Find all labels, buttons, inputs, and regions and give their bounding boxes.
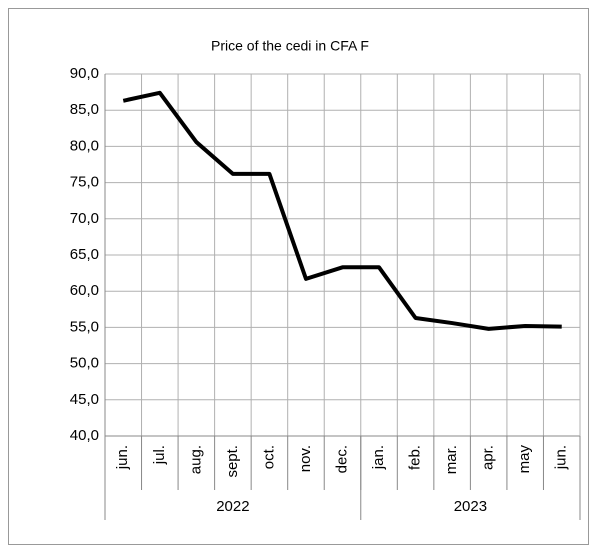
x-tick-label: jan. (370, 445, 387, 470)
x-tick-label: sept. (224, 445, 241, 478)
x-tick-label: dec. (333, 445, 350, 473)
group-label: 2023 (454, 498, 487, 515)
y-tick-label: 40,0 (70, 427, 99, 444)
y-tick-label: 45,0 (70, 391, 99, 408)
y-tick-label: 70,0 (70, 210, 99, 227)
x-tick-label: jun. (553, 445, 570, 470)
x-tick-label: oct. (260, 445, 277, 469)
series-line (122, 90, 562, 331)
chart-title: Price of the cedi in CFA F (211, 38, 369, 54)
y-tick-label: 90,0 (70, 65, 99, 82)
y-tick-label: 65,0 (70, 246, 99, 263)
group-label: 2022 (216, 498, 249, 515)
x-tick-label: nov. (297, 445, 314, 472)
x-tick-label: aug. (187, 445, 204, 474)
y-tick-label: 80,0 (70, 137, 99, 154)
x-tick-label: may (516, 445, 533, 474)
y-tick-label: 55,0 (70, 318, 99, 335)
x-tick-label: jul. (151, 445, 168, 465)
y-tick-label: 85,0 (70, 101, 99, 118)
x-tick-label: jun. (114, 445, 131, 470)
x-tick-label: mar. (443, 445, 460, 474)
y-tick-label: 60,0 (70, 282, 99, 299)
x-tick-label: feb. (407, 445, 424, 470)
y-tick-label: 50,0 (70, 355, 99, 372)
x-tick-label: apr. (480, 445, 497, 470)
y-tick-label: 75,0 (70, 174, 99, 191)
